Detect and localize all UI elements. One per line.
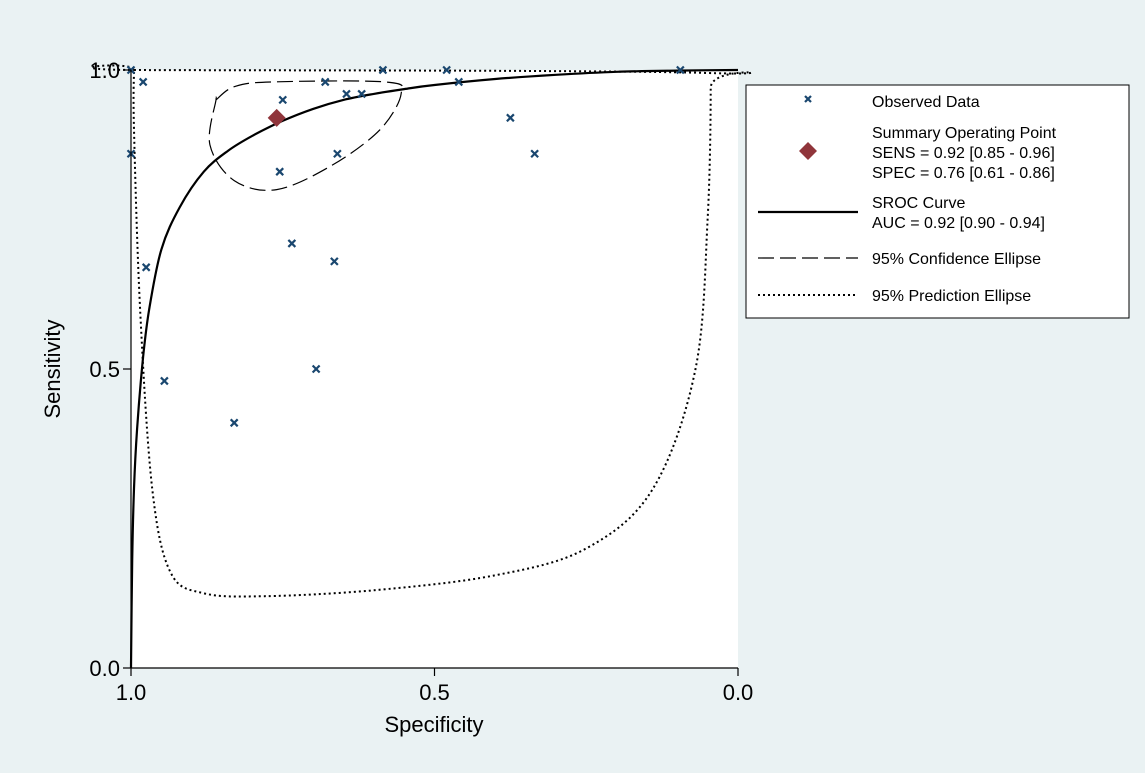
observed-point	[311, 364, 321, 374]
legend-summary-marker	[799, 142, 817, 160]
x-tick-label: 0.0	[723, 680, 754, 705]
observed-point	[320, 77, 330, 87]
ticks-layer: 0.0 0.5 1.0 1.0 0.5 0.0	[89, 58, 753, 705]
observed-point	[160, 376, 169, 386]
observed-point	[330, 257, 339, 266]
legend-sroc-label: SROC Curve	[872, 195, 965, 212]
y-tick-label: 0.5	[89, 357, 120, 382]
y-tick-label: 0.0	[89, 656, 120, 681]
legend-sroc-auc: AUC = 0.92 [0.90 - 0.94]	[872, 215, 1045, 232]
legend-box	[745, 84, 1130, 319]
legend-item-prediction: 95% Prediction Ellipse	[758, 288, 1031, 305]
observed-point	[357, 89, 366, 99]
legend-prediction-label: 95% Prediction Ellipse	[872, 288, 1031, 305]
observed-point	[342, 89, 351, 99]
observed-point	[287, 239, 297, 248]
y-axis-label: Sensitivity	[40, 319, 65, 418]
observed-point	[676, 65, 685, 75]
legend-observed-label: Observed Data	[872, 94, 980, 111]
observed-point	[278, 95, 288, 105]
observed-point	[141, 263, 151, 272]
observed-point	[454, 77, 464, 87]
legend-confidence-label: 95% Confidence Ellipse	[872, 251, 1041, 268]
x-tick-label: 0.5	[419, 680, 450, 705]
x-axis-label: Specificity	[384, 712, 483, 737]
observed-point	[138, 77, 148, 87]
plot-area	[131, 70, 738, 668]
legend-summary-label: Summary Operating Point	[872, 125, 1057, 142]
observed-point	[442, 65, 451, 75]
legend-observed-marker	[804, 95, 812, 103]
observed-point	[229, 418, 239, 428]
legend-item-summary: Summary Operating Point SENS = 0.92 [0.8…	[799, 125, 1057, 182]
y-tick-label: 1.0	[89, 58, 120, 83]
legend-item-confidence: 95% Confidence Ellipse	[758, 251, 1041, 268]
observed-point	[530, 149, 539, 158]
legend-item-observed: Observed Data	[804, 94, 980, 111]
legend-summary-sens: SENS = 0.92 [0.85 - 0.96]	[872, 145, 1055, 162]
observed-point	[275, 167, 284, 176]
summary-operating-point	[267, 108, 286, 127]
legend-item-sroc: SROC Curve AUC = 0.92 [0.90 - 0.94]	[758, 195, 1045, 232]
confidence-ellipse	[208, 80, 404, 191]
legend: Observed Data Summary Operating Point SE…	[745, 84, 1130, 319]
x-tick-label: 1.0	[116, 680, 147, 705]
sroc-curve	[129, 68, 739, 669]
observed-point	[506, 113, 515, 123]
observed-point	[378, 65, 388, 75]
legend-summary-spec: SPEC = 0.76 [0.61 - 0.86]	[872, 165, 1055, 182]
curves-layer	[90, 64, 753, 669]
observed-point	[333, 149, 342, 158]
